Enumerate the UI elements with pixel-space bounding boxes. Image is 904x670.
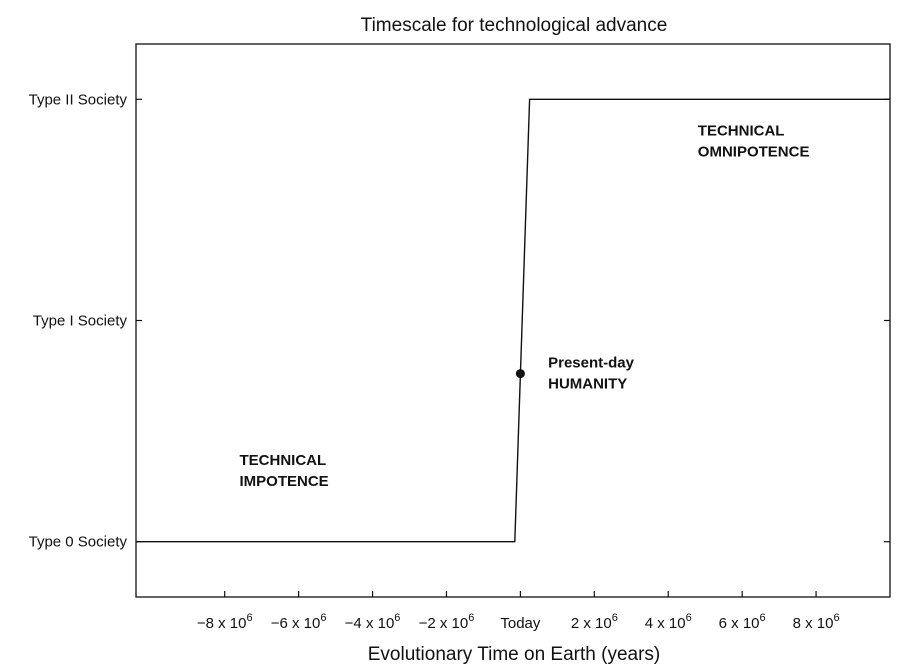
annotation-omnipotence-line: OMNIPOTENCE — [698, 143, 810, 160]
chart-title: Timescale for technological advance — [361, 15, 668, 36]
annotation-humanity-line: Present-day — [548, 355, 635, 372]
x-tick-exponent: 6 — [320, 612, 326, 624]
series-line — [136, 98, 890, 543]
y-tick-label: Type 0 Society — [29, 534, 128, 551]
x-tick-label: 4 x 106 — [645, 612, 692, 632]
x-tick-exponent: 6 — [394, 612, 400, 624]
x-tick-base: −8 x 10 — [197, 615, 247, 632]
x-tick-label: 8 x 106 — [793, 612, 840, 632]
x-tick-label: −2 x 106 — [419, 612, 475, 632]
x-tick-base: 4 x 10 — [645, 615, 686, 632]
x-tick-exponent: 6 — [246, 612, 252, 624]
x-tick-label: 6 x 106 — [719, 612, 766, 632]
x-tick-label: −6 x 106 — [271, 612, 327, 632]
x-tick-label: −8 x 106 — [197, 612, 253, 632]
x-tick-base: −2 x 10 — [419, 615, 469, 632]
x-tick-label: Today — [500, 615, 541, 632]
present-day-point — [515, 369, 525, 379]
x-tick-exponent: 6 — [612, 612, 618, 624]
annotation-impotence-line: IMPOTENCE — [239, 473, 328, 490]
y-tick-label: Type I Society — [33, 313, 128, 330]
annotation-impotence-line: TECHNICAL — [239, 452, 326, 469]
y-tick-label: Type II Society — [29, 91, 128, 108]
x-tick-base: 2 x 10 — [571, 615, 612, 632]
annotation-humanity-line: HUMANITY — [548, 376, 627, 393]
series-layer — [136, 98, 890, 543]
x-tick-exponent: 6 — [833, 612, 839, 624]
x-tick-base: 6 x 10 — [719, 615, 760, 632]
x-tick-label: −4 x 106 — [345, 612, 401, 632]
x-tick-base: −4 x 10 — [345, 615, 395, 632]
x-tick-base: Today — [500, 615, 541, 632]
x-tick-exponent: 6 — [686, 612, 692, 624]
x-tick-base: 8 x 10 — [793, 615, 834, 632]
annotation-omnipotence-line: TECHNICAL — [698, 122, 785, 139]
x-tick-exponent: 6 — [760, 612, 766, 624]
annotations: TECHNICAL IMPOTENCE TECHNICAL OMNIPOTENCE Pr… — [239, 122, 809, 490]
x-axis-label: Evolutionary Time on Earth (years) — [368, 644, 661, 665]
x-tick-base: −6 x 10 — [271, 615, 321, 632]
x-tick-label: 2 x 106 — [571, 612, 618, 632]
x-axis: −8 x 106 −6 x 106 −4 x 106 −2 x 106 Today 2 x… — [197, 591, 840, 632]
y-axis: Type 0 Society Type I Society Type II Soci… — [29, 91, 890, 551]
x-tick-exponent: 6 — [468, 612, 474, 624]
